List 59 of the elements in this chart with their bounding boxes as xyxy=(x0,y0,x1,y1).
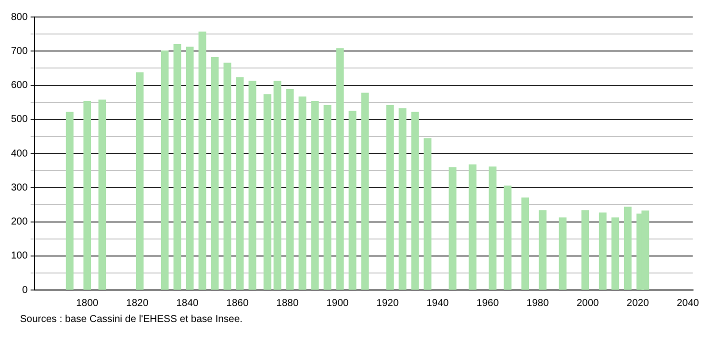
bar xyxy=(624,206,632,290)
source-note: Sources : base Cassini de l'EHESS et base Insee. xyxy=(20,314,244,325)
bar xyxy=(211,56,219,290)
y-tick-label: 400 xyxy=(10,148,28,160)
y-tick-label: 800 xyxy=(10,12,28,23)
x-tick-label: 1840 xyxy=(176,298,199,309)
x-tick-label: 2040 xyxy=(676,298,700,309)
x-tick-label: 1940 xyxy=(426,298,450,309)
bar xyxy=(398,108,406,290)
bar xyxy=(424,138,432,290)
bar xyxy=(198,32,206,290)
bar xyxy=(538,210,547,290)
bar xyxy=(411,112,419,290)
bar xyxy=(504,186,512,290)
x-tick-label: 1880 xyxy=(276,298,299,309)
bar xyxy=(581,210,590,290)
bar xyxy=(136,72,144,290)
y-tick-label: 600 xyxy=(10,80,28,91)
bar xyxy=(468,164,476,290)
bar xyxy=(83,100,92,290)
bar xyxy=(274,80,282,290)
x-tick-label: 1920 xyxy=(376,298,400,309)
bar xyxy=(186,46,194,290)
x-tick-label: 1900 xyxy=(326,298,350,309)
bar xyxy=(348,110,356,290)
x-tick-label: 1820 xyxy=(126,298,149,309)
x-tick-label: 2000 xyxy=(576,298,600,309)
bar xyxy=(448,167,456,290)
x-tick-label: 1860 xyxy=(226,298,249,309)
y-tick-label: 100 xyxy=(10,250,28,262)
y-tick-label: 500 xyxy=(10,114,28,126)
bar xyxy=(248,80,256,290)
bar xyxy=(236,77,244,290)
bar xyxy=(298,96,306,290)
bar xyxy=(611,217,620,290)
bar xyxy=(521,198,529,290)
bar xyxy=(160,50,169,290)
y-tick-label: 300 xyxy=(10,182,28,194)
bar xyxy=(98,100,106,290)
bar xyxy=(488,166,496,290)
bar xyxy=(361,92,369,290)
bar xyxy=(336,48,344,290)
bar xyxy=(264,94,272,290)
x-tick-label: 2020 xyxy=(626,298,650,309)
y-tick-label: 200 xyxy=(10,216,28,228)
bar xyxy=(598,212,607,290)
bar xyxy=(224,62,232,290)
y-tick-label: 0 xyxy=(22,284,28,296)
x-tick-label: 1980 xyxy=(526,298,550,309)
bar xyxy=(311,100,319,290)
bar xyxy=(66,112,74,290)
bar xyxy=(173,44,182,290)
x-tick-label: 1800 xyxy=(76,298,99,309)
bar xyxy=(324,105,332,290)
bar xyxy=(386,105,394,290)
y-tick-label: 700 xyxy=(10,46,28,57)
bar xyxy=(286,89,294,290)
x-tick-label: 1960 xyxy=(476,298,500,309)
bar xyxy=(558,217,567,290)
